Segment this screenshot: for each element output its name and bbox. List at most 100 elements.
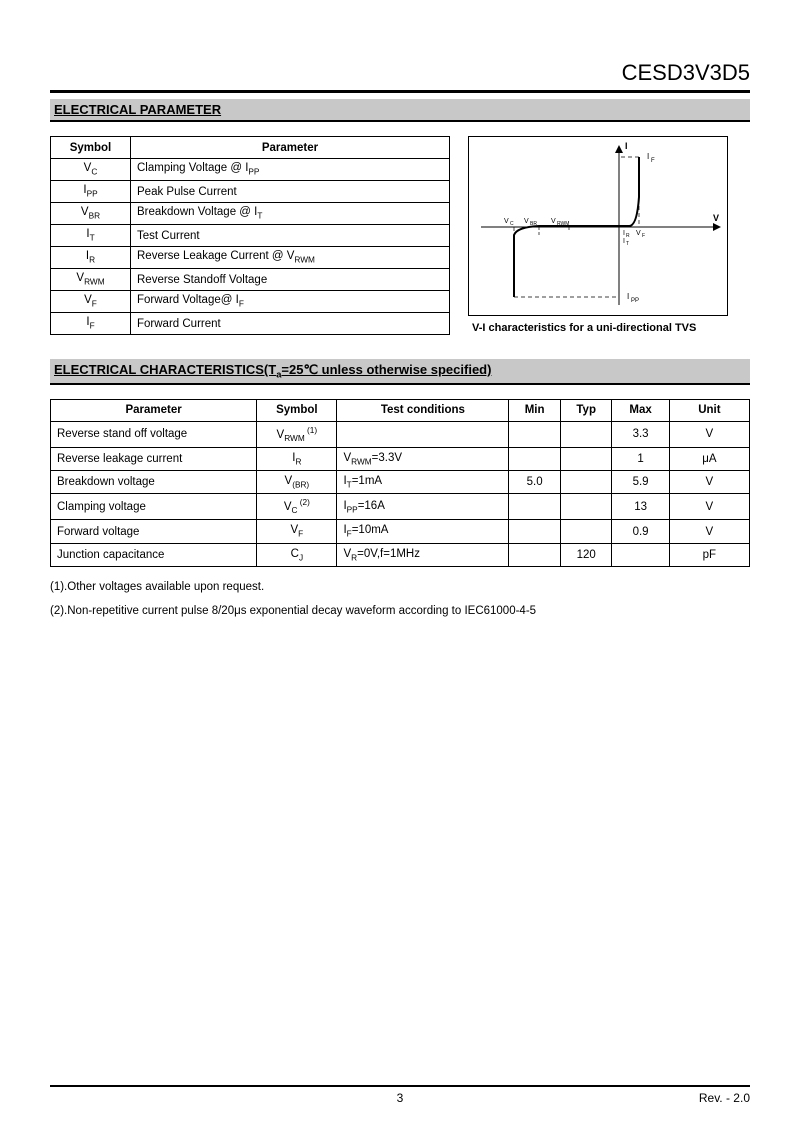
cell-unit: V (669, 421, 749, 447)
cell-cond: VR=0V,f=1MHz (337, 543, 509, 566)
header-rule (50, 90, 750, 93)
cell-param: Forward voltage (51, 520, 257, 543)
cell-min: 5.0 (509, 471, 561, 494)
cell-max: 5.9 (612, 471, 669, 494)
cell-parameter: Reverse Leakage Current @ VRWM (131, 247, 450, 269)
svg-text:PP: PP (631, 298, 639, 304)
th-max: Max (612, 399, 669, 421)
cell-min (509, 520, 561, 543)
cell-param: Reverse stand off voltage (51, 421, 257, 447)
th-typ: Typ (560, 399, 612, 421)
note-2: (2).Non-repetitive current pulse 8/20μs … (50, 605, 750, 617)
notes: (1).Other voltages available upon reques… (50, 581, 750, 617)
svg-text:V: V (524, 218, 529, 225)
vi-graph: I IF V VC VBR VRWM IR IT VF IPP (468, 136, 728, 316)
svg-text:F: F (651, 158, 655, 164)
table-row: IFForward Current (51, 313, 450, 335)
cell-typ (560, 447, 612, 470)
svg-text:I: I (623, 238, 625, 245)
th-min: Min (509, 399, 561, 421)
cell-symbol: VC (51, 159, 131, 181)
cell-sym: V(BR) (257, 471, 337, 494)
cell-cond: IF=10mA (337, 520, 509, 543)
svg-text:I: I (647, 152, 649, 161)
th-param: Parameter (51, 399, 257, 421)
cell-min (509, 494, 561, 520)
cell-symbol: VF (51, 291, 131, 313)
cell-sym: CJ (257, 543, 337, 566)
cell-cond: IPP=16A (337, 494, 509, 520)
cell-parameter: Breakdown Voltage @ IT (131, 203, 450, 225)
cell-unit: pF (669, 543, 749, 566)
table-row: VFForward Voltage@ IF (51, 291, 450, 313)
svg-text:V: V (551, 218, 556, 225)
cell-param: Breakdown voltage (51, 471, 257, 494)
cell-symbol: IF (51, 313, 131, 335)
table-row: VBRBreakdown Voltage @ IT (51, 203, 450, 225)
table-row: Forward voltageVFIF=10mA0.9V (51, 520, 750, 543)
svg-text:C: C (510, 221, 514, 227)
cell-sym: IR (257, 447, 337, 470)
cell-typ (560, 494, 612, 520)
table-row: IRReverse Leakage Current @ VRWM (51, 247, 450, 269)
page-number: 3 (397, 1091, 404, 1105)
cell-unit: V (669, 520, 749, 543)
cell-parameter: Clamping Voltage @ IPP (131, 159, 450, 181)
svg-text:V: V (504, 218, 509, 225)
svg-text:RWM: RWM (557, 221, 569, 227)
cell-max (612, 543, 669, 566)
cell-max: 1 (612, 447, 669, 470)
part-number: CESD3V3D5 (50, 60, 750, 86)
parameter-table: Symbol Parameter VCClamping Voltage @ IP… (50, 136, 450, 335)
cell-typ (560, 520, 612, 543)
cell-parameter: Forward Voltage@ IF (131, 291, 450, 313)
th-sym: Symbol (257, 399, 337, 421)
table-row: VRWMReverse Standoff Voltage (51, 269, 450, 291)
characteristics-table: Parameter Symbol Test conditions Min Typ… (50, 399, 750, 567)
svg-text:BR: BR (530, 221, 537, 227)
cell-typ: 120 (560, 543, 612, 566)
svg-text:I: I (625, 141, 628, 151)
cell-unit: V (669, 494, 749, 520)
cell-max: 3.3 (612, 421, 669, 447)
cell-unit: V (669, 471, 749, 494)
table-row: Junction capacitanceCJVR=0V,f=1MHz120pF (51, 543, 750, 566)
svg-text:V: V (713, 213, 719, 223)
cell-max: 0.9 (612, 520, 669, 543)
note-1: (1).Other voltages available upon reques… (50, 581, 750, 593)
th-unit: Unit (669, 399, 749, 421)
cell-symbol: IPP (51, 181, 131, 203)
th-cond: Test conditions (337, 399, 509, 421)
cell-min (509, 421, 561, 447)
cell-symbol: IT (51, 225, 131, 247)
table-row: VCClamping Voltage @ IPP (51, 159, 450, 181)
cell-parameter: Test Current (131, 225, 450, 247)
cell-symbol: VRWM (51, 269, 131, 291)
cell-typ (560, 421, 612, 447)
svg-text:F: F (642, 233, 645, 239)
cell-parameter: Peak Pulse Current (131, 181, 450, 203)
svg-text:R: R (626, 233, 630, 239)
section1-title: ELECTRICAL PARAMETER (50, 99, 750, 122)
cell-parameter: Forward Current (131, 313, 450, 335)
cell-cond: IT=1mA (337, 471, 509, 494)
cell-param: Clamping voltage (51, 494, 257, 520)
svg-text:V: V (636, 230, 641, 237)
th-symbol: Symbol (51, 137, 131, 159)
cell-unit: μA (669, 447, 749, 470)
table-row: Breakdown voltageV(BR)IT=1mA5.0 5.9V (51, 471, 750, 494)
cell-parameter: Reverse Standoff Voltage (131, 269, 450, 291)
table-row: Reverse stand off voltageVRWM (1)3.3V (51, 421, 750, 447)
graph-caption: V-I characteristics for a uni-directiona… (472, 322, 750, 334)
cell-sym: VC (2) (257, 494, 337, 520)
cell-min (509, 543, 561, 566)
table-row: IPPPeak Pulse Current (51, 181, 450, 203)
cell-symbol: IR (51, 247, 131, 269)
svg-text:I: I (623, 230, 625, 237)
svg-text:I: I (627, 292, 629, 301)
cell-cond: VRWM=3.3V (337, 447, 509, 470)
cell-symbol: VBR (51, 203, 131, 225)
cell-max: 13 (612, 494, 669, 520)
revision: Rev. - 2.0 (699, 1091, 750, 1105)
cell-param: Reverse leakage current (51, 447, 257, 470)
